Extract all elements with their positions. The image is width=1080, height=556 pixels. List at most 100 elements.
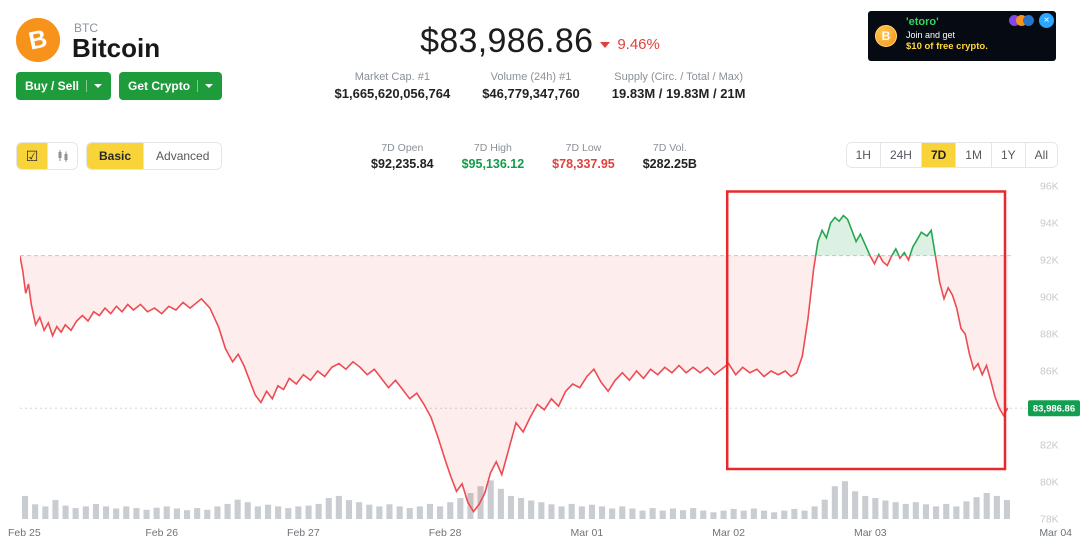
tab-basic[interactable]: Basic <box>87 143 144 169</box>
ad-text-line1: Join and get <box>906 30 956 40</box>
volume-bar <box>933 506 940 519</box>
volume-bar <box>285 508 292 519</box>
volume-bar <box>578 506 585 519</box>
volume-bar <box>700 510 707 519</box>
volume-bar <box>892 502 899 519</box>
volume-bar <box>447 502 454 519</box>
volume-bar <box>730 508 737 519</box>
volume-bar <box>325 498 332 519</box>
volume-bar <box>416 506 423 519</box>
volume-bar <box>345 500 352 519</box>
range-1m-button[interactable]: 1M <box>955 143 991 167</box>
chevron-down-icon <box>205 84 214 88</box>
market-cap-stat: Market Cap. #1 $1,665,620,056,764 <box>335 71 451 101</box>
volume-bar <box>902 503 909 519</box>
get-crypto-label: Get Crypto <box>128 79 191 93</box>
volume-bar <box>396 506 403 519</box>
current-price: $83,986.86 <box>420 22 594 60</box>
volume-bar <box>548 504 555 519</box>
volume-bar <box>599 506 606 519</box>
volume-bar <box>781 510 788 519</box>
range-1y-button[interactable]: 1Y <box>990 143 1025 167</box>
range-all-button[interactable]: All <box>1024 143 1057 167</box>
x-axis-label: Feb 25 <box>8 527 41 539</box>
etoro-ad-banner[interactable]: B 'etoro' Join and get $10 of free crypt… <box>868 11 1056 61</box>
volume-bar <box>437 506 444 519</box>
coin-symbol: BTC <box>74 21 98 35</box>
stat-7d-low: 7D Low $78,337.95 <box>552 142 615 171</box>
stat-7d-high: 7D High $95,136.12 <box>462 142 525 171</box>
volume-bar <box>912 502 919 519</box>
x-axis-label: Mar 03 <box>854 527 887 539</box>
range-1h-button[interactable]: 1H <box>846 143 880 167</box>
current-price-tag-text: 83,986.86 <box>1033 404 1075 415</box>
price-change-percent: 9.46% <box>617 35 660 53</box>
volume-bar <box>761 510 768 519</box>
volume-bar <box>275 506 282 519</box>
volume-bar <box>234 499 241 519</box>
volume-bar <box>72 508 79 519</box>
checkbox-toggle-button[interactable]: ☑ <box>17 143 47 169</box>
seven-day-stats: 7D Open $92,235.84 7D High $95,136.12 7D… <box>371 142 697 171</box>
volume-bar <box>619 506 626 519</box>
volume-stat: Volume (24h) #1 $46,779,347,760 <box>482 71 580 101</box>
volume-bar <box>133 508 140 519</box>
volume-bar <box>528 500 535 519</box>
volume-bar <box>558 506 565 519</box>
stat-7d-low-label: 7D Low <box>565 142 602 154</box>
volume-bar <box>386 504 393 519</box>
ad-close-button[interactable]: × <box>1039 13 1054 28</box>
candlestick-toggle-button[interactable] <box>47 143 77 169</box>
stat-7d-vol: 7D Vol. $282.25B <box>643 142 697 171</box>
buy-sell-button[interactable]: Buy / Sell <box>16 72 112 100</box>
volume-bars <box>22 480 1010 519</box>
volume-bar <box>173 508 180 519</box>
x-axis-label: Feb 28 <box>429 527 462 539</box>
get-crypto-button[interactable]: Get Crypto <box>119 72 223 100</box>
current-price-tag <box>1028 400 1080 417</box>
volume-bar <box>629 508 636 519</box>
volume-bar <box>852 491 859 519</box>
y-axis-label: 86K <box>1040 366 1059 378</box>
volume-bar <box>588 504 595 519</box>
volume-bar <box>518 498 525 519</box>
volume-bar <box>538 502 545 519</box>
volume-bar <box>862 495 869 519</box>
y-axis-label: 92K <box>1040 255 1059 267</box>
volume-bar <box>123 506 130 519</box>
volume-bar <box>771 512 778 519</box>
volume-bar <box>821 499 828 519</box>
volume-bar <box>32 504 39 519</box>
chevron-down-icon <box>94 84 103 88</box>
price-row: $83,986.86 9.46% <box>420 22 660 61</box>
range-7d-button[interactable]: 7D <box>920 143 956 167</box>
volume-bar <box>143 509 150 519</box>
y-axis-label: 80K <box>1040 477 1059 489</box>
volume-bar <box>265 504 272 519</box>
volume-bar <box>943 503 950 519</box>
x-axis-label: Mar 02 <box>712 527 745 539</box>
stat-7d-vol-value: $282.25B <box>642 157 697 171</box>
volume-bar <box>335 495 342 519</box>
range-24h-button[interactable]: 24H <box>879 143 921 167</box>
tab-advanced[interactable]: Advanced <box>143 143 222 169</box>
x-axis-label: Mar 04 <box>1039 527 1072 539</box>
volume-bar <box>953 506 960 519</box>
stat-7d-open-value: $92,235.84 <box>371 157 434 171</box>
volume-bar <box>487 480 494 519</box>
ad-text-line2: $10 of free crypto. <box>906 41 988 52</box>
volume-bar <box>750 508 757 519</box>
volume-bar <box>811 506 818 519</box>
market-cap-label: Market Cap. #1 <box>354 71 430 83</box>
volume-bar <box>801 510 808 519</box>
volume-bar <box>993 495 1000 519</box>
volume-bar <box>963 501 970 519</box>
stat-7d-high-label: 7D High <box>473 142 512 154</box>
bitcoin-logo: B <box>16 18 60 62</box>
chart-mode-tabs: Basic Advanced <box>86 142 223 170</box>
supply-label: Supply (Circ. / Total / Max) <box>614 71 744 83</box>
volume-value: $46,779,347,760 <box>482 86 580 101</box>
volume-bar <box>841 481 848 519</box>
price-line-below-open <box>20 255 1009 514</box>
